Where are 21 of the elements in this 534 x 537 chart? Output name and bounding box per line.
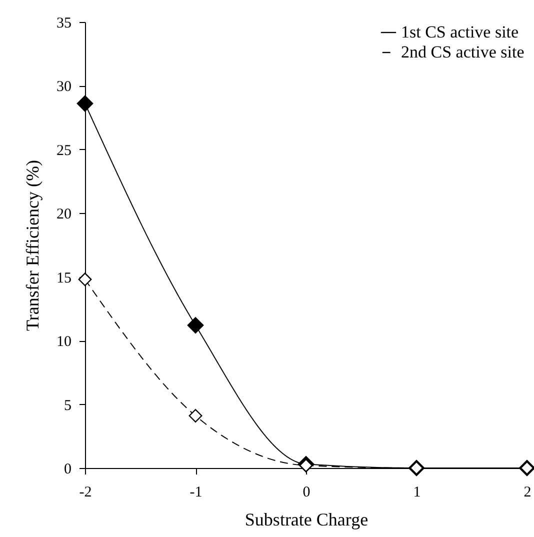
y-tick-label: 30 (56, 79, 72, 96)
x-tick-label: -1 (190, 484, 202, 500)
y-tick-label: 25 (56, 142, 72, 159)
y-tick-label: 0 (64, 462, 72, 478)
y-tick-label: 15 (56, 270, 72, 286)
y-tick-label: 10 (56, 334, 72, 350)
legend-label: 1st CS active site (401, 22, 519, 42)
y-axis-title: Transfer Efficiency (%) (22, 160, 42, 331)
x-tick-label: -2 (79, 484, 92, 500)
x-tick-label: 2 (524, 484, 532, 500)
x-axis-title: Substrate Charge (244, 510, 368, 530)
y-tick-label: 35 (56, 16, 72, 32)
y-tick-label: 5 (64, 398, 72, 414)
x-tick-label: 0 (302, 484, 310, 500)
point (76, 95, 94, 112)
point (78, 272, 92, 286)
legend-label: 2nd CS active site (401, 42, 524, 62)
y-tick-label: 20 (56, 206, 72, 223)
point (188, 409, 202, 422)
point (187, 317, 204, 334)
x-tick-label: 1 (413, 484, 421, 500)
